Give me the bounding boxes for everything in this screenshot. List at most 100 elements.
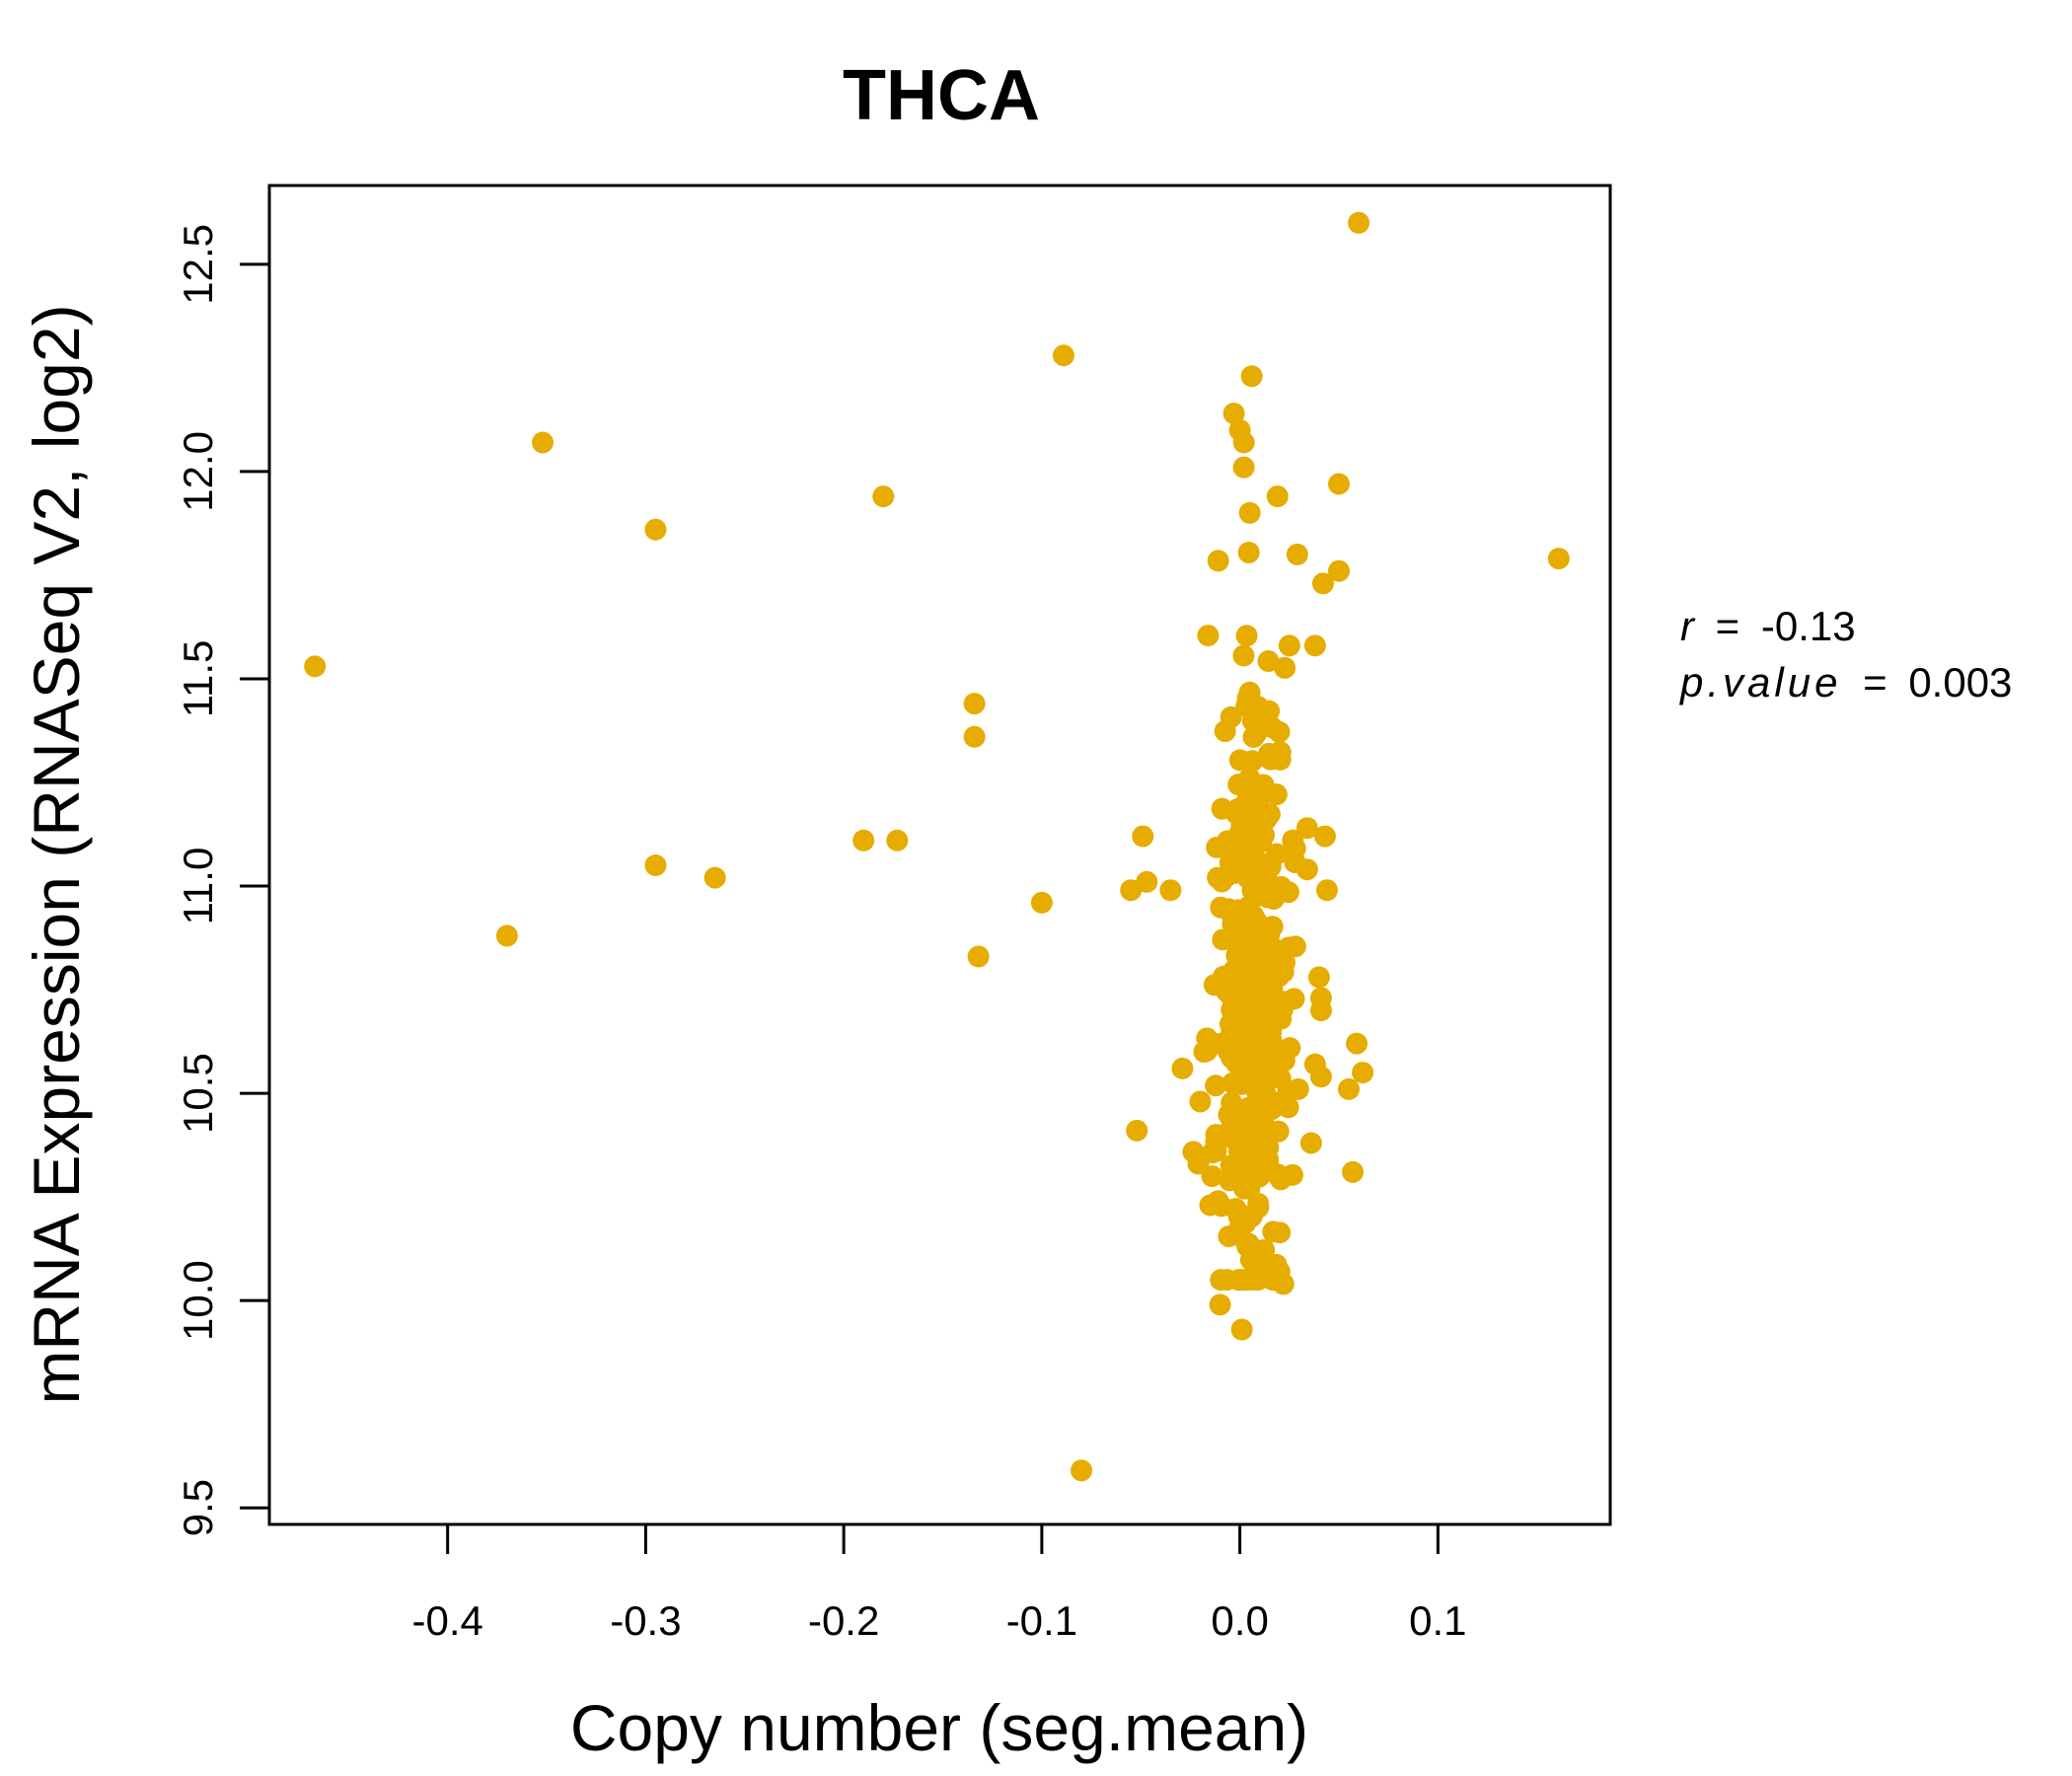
y-axis-label: mRNA Expression (RNASeq V2, log2) [20,304,93,1404]
x-tick-label: 0.0 [1211,1597,1268,1644]
data-point [1261,1065,1284,1087]
data-point [1237,1232,1260,1255]
data-point [1205,1124,1227,1147]
data-point [1313,825,1336,848]
data-point [963,693,986,715]
data-point [1212,928,1234,951]
data-point [1233,1177,1256,1200]
data-point [1237,542,1260,564]
data-point [1232,644,1255,667]
data-point [1221,986,1243,1008]
data-point [1136,870,1158,893]
svg-text:p.value = 0.003: p.value = 0.003 [1678,659,2012,705]
stats-annotation: r = -0.13 p.value = 0.003 [1678,603,2012,705]
x-tick-label: -0.2 [808,1597,879,1644]
data-point [1295,858,1318,881]
x-tick-label: -0.1 [1006,1597,1077,1644]
data-point [495,925,518,947]
data-point [1277,881,1299,904]
y-tick-label: 10.5 [175,1053,221,1134]
y-tick-label: 10.0 [175,1260,221,1341]
svg-text:r = -0.13: r = -0.13 [1680,603,1856,649]
data-point [1187,1152,1210,1175]
data-point [852,829,875,851]
data-point [967,945,990,968]
data-point [1281,1163,1303,1186]
data-point [1338,1077,1361,1100]
data-point [1159,879,1182,902]
data-point [872,485,895,508]
data-point [1286,543,1308,565]
data-point [1547,548,1570,570]
data-point [1254,855,1277,878]
data-point [1207,1190,1229,1213]
data-point [1282,829,1304,851]
data-point [1348,211,1370,234]
data-point [1171,1057,1194,1079]
data-point [1257,650,1280,673]
data-point [703,866,726,889]
data-point [1247,696,1270,718]
data-point [1221,1091,1243,1114]
data-point [1342,1160,1365,1183]
data-point [1277,1079,1299,1102]
data-point [1311,572,1334,595]
data-point [1232,431,1255,454]
y-tick-label: 12.5 [175,224,221,305]
data-point [1266,1162,1289,1185]
data-point [1266,485,1289,508]
chart-title: THCA [843,56,1040,135]
data-point [1214,720,1236,743]
y-axis: 9.5 10.0 10.5 11.0 11.5 12.0 12.5 [175,224,271,1536]
r-value: -0.13 [1761,603,1856,649]
x-axis: -0.4 -0.3 -0.2 -0.1 0.0 0.1 [411,1522,1467,1644]
data-point [1271,999,1294,1021]
data-point [1221,1002,1244,1025]
data-point [1268,1039,1291,1062]
data-point [1189,1090,1212,1113]
data-point [1071,1459,1093,1482]
data-point [532,431,555,454]
data-point [1242,982,1265,1004]
data-point [1193,1041,1216,1064]
data-point [1252,1096,1275,1119]
y-tick-label: 9.5 [175,1479,221,1536]
x-tick-label: 0.1 [1409,1597,1466,1644]
data-point [1245,722,1268,745]
data-point [1244,1269,1267,1292]
data-point [963,725,986,748]
r-label: r [1680,603,1696,649]
data-point [886,829,909,851]
data-point [1126,1119,1148,1142]
data-point [1260,1021,1283,1044]
data-point [1207,550,1229,572]
data-point [1299,1132,1322,1154]
data-point [1315,879,1338,902]
data-point [1230,1318,1253,1341]
data-point [1309,1066,1332,1088]
data-point [644,854,667,877]
data-point [1255,808,1278,831]
data-point [1210,896,1232,919]
data-point [644,518,667,541]
data-point [1278,634,1300,657]
data-point [1232,830,1255,852]
data-point [1309,987,1332,1009]
data-point [1352,1062,1374,1084]
data-point [1209,1294,1231,1316]
data-point [1249,784,1272,807]
p-label: p.value [1678,659,1841,705]
data-point [1242,905,1265,927]
data-point [1217,830,1239,852]
data-point [1258,874,1281,897]
data-point [304,655,327,678]
y-tick-label: 12.0 [175,431,221,512]
data-point [1132,825,1154,848]
data-point [1201,1165,1223,1188]
plot-points [304,211,1570,1482]
data-point [1327,559,1350,582]
data-point [1307,966,1330,989]
data-point [1205,1074,1227,1097]
plot-frame [267,184,1612,1526]
